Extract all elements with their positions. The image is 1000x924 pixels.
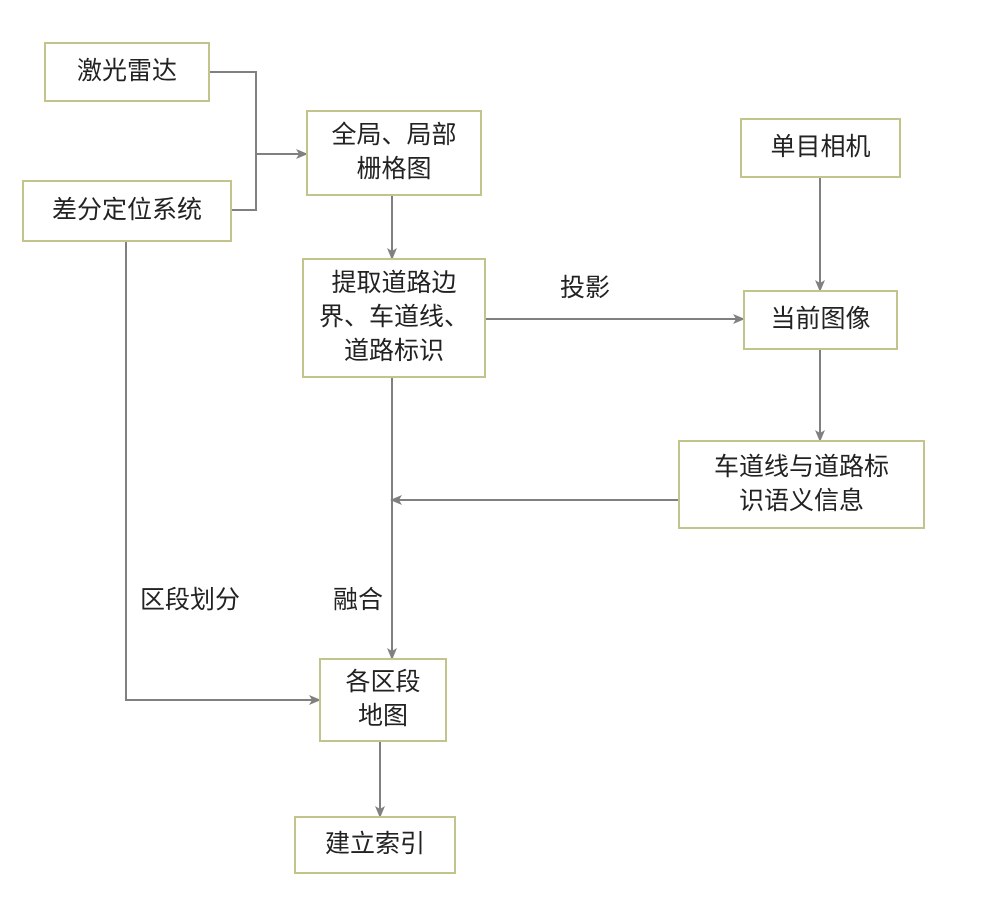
node-label: 激光雷达 <box>77 55 177 89</box>
edge-dgps-to-join <box>232 154 256 210</box>
edge-label-dgps-to-seg: 区段划分 <box>140 580 240 616</box>
node-label: 车道线与道路标 识语义信息 <box>714 451 889 519</box>
edge-label-extract-to-curimg: 投影 <box>560 268 610 304</box>
edge-lidar-to-join <box>210 72 256 154</box>
node-dgps: 差分定位系统 <box>22 180 232 242</box>
node-label: 全局、局部 栅格图 <box>331 119 456 187</box>
node-label: 当前图像 <box>770 303 870 337</box>
node-label: 单目相机 <box>770 131 870 165</box>
node-label: 建立索引 <box>325 828 425 862</box>
node-extract: 提取道路边 界、车道线、 道路标识 <box>302 258 486 378</box>
node-label: 差分定位系统 <box>52 194 202 228</box>
node-buildindex: 建立索引 <box>294 816 456 874</box>
node-mono: 单目相机 <box>740 118 901 178</box>
node-label: 各区段 地图 <box>345 666 420 734</box>
edge-label-extract-to-seg: 融合 <box>333 580 383 616</box>
node-label: 提取道路边 界、车道线、 道路标识 <box>319 267 469 368</box>
node-semantic: 车道线与道路标 识语义信息 <box>678 440 925 529</box>
node-lidar: 激光雷达 <box>44 42 210 102</box>
flowchart-stage: 激光雷达 差分定位系统 全局、局部 栅格图 提取道路边 界、车道线、 道路标识 … <box>0 0 1000 924</box>
node-grid: 全局、局部 栅格图 <box>306 110 482 196</box>
edge-dgps-to-seg <box>126 242 319 700</box>
node-curimg: 当前图像 <box>743 290 898 350</box>
node-segmentmap: 各区段 地图 <box>319 658 447 742</box>
